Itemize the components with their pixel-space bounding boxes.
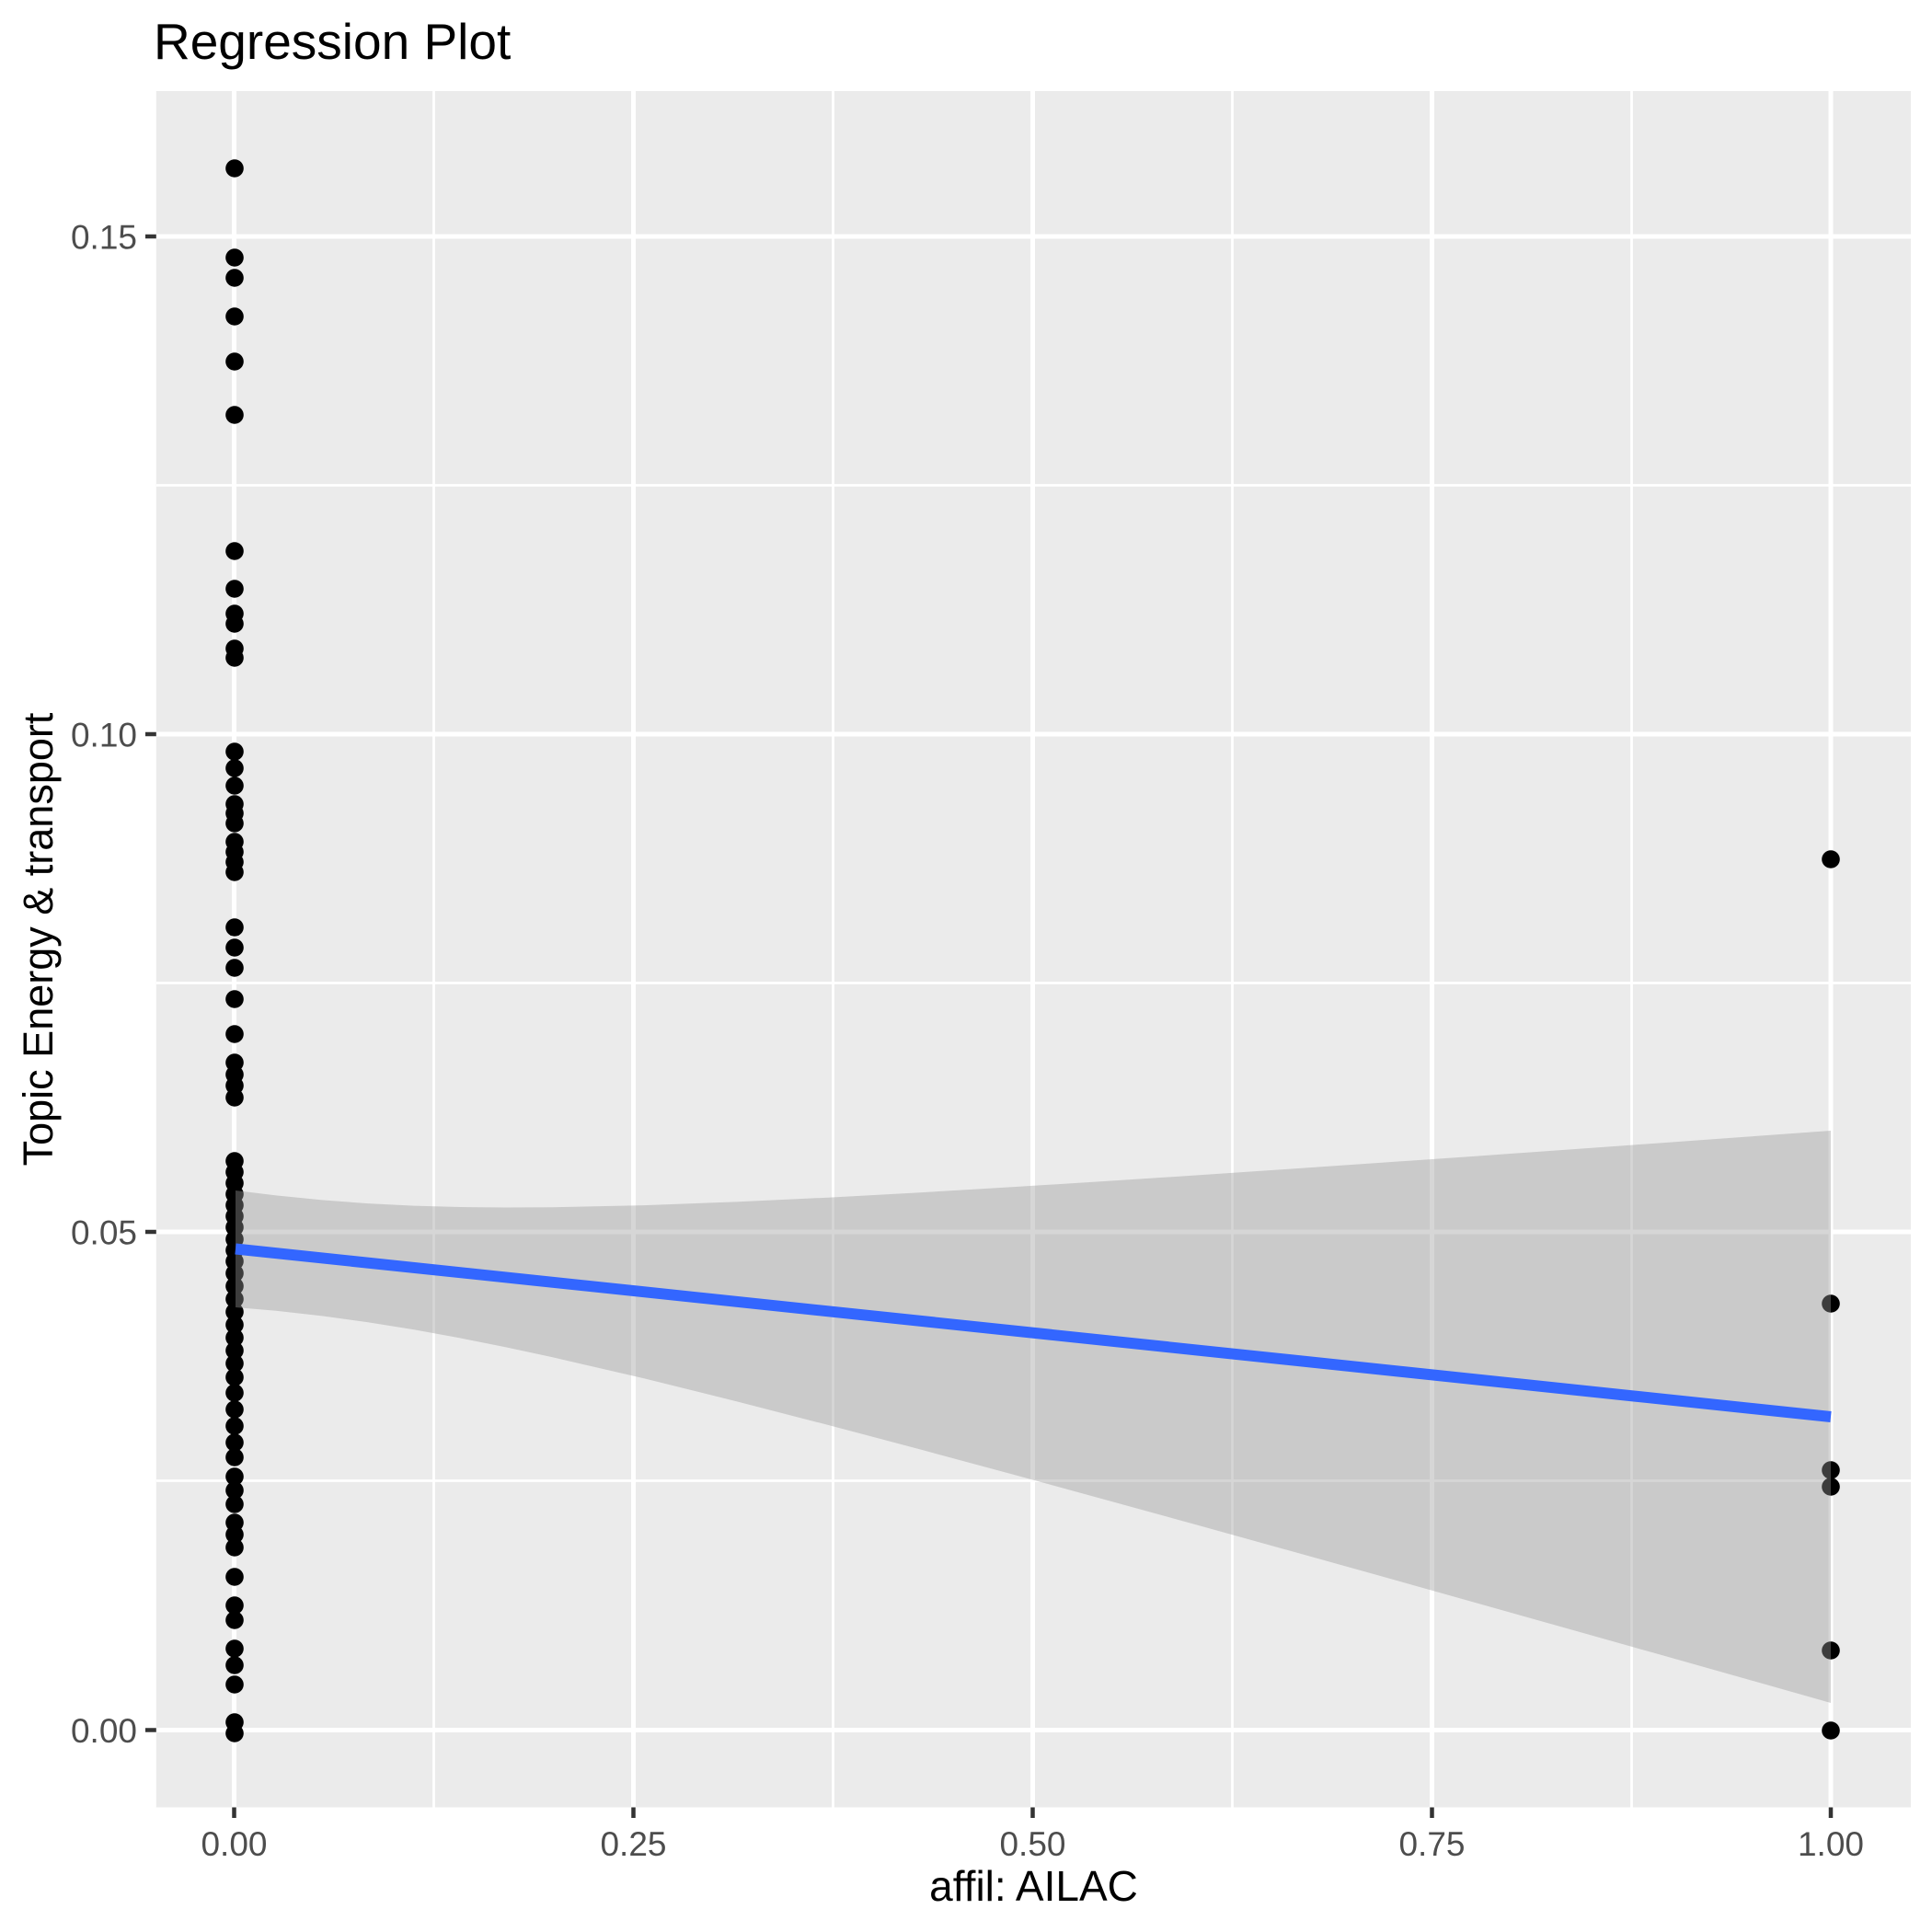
svg-text:0.10: 0.10 [71,717,137,754]
svg-text:Topic Energy & transport: Topic Energy & transport [15,712,62,1166]
svg-text:0.25: 0.25 [600,1825,666,1863]
svg-text:0.75: 0.75 [1398,1825,1465,1863]
svg-text:0.00: 0.00 [201,1825,267,1863]
svg-text:affil: AILAC: affil: AILAC [929,1862,1138,1910]
svg-text:Regression Plot: Regression Plot [154,13,511,70]
svg-text:0.50: 0.50 [999,1825,1065,1863]
svg-text:0.05: 0.05 [71,1214,137,1252]
svg-text:0.15: 0.15 [71,219,137,257]
svg-text:0.00: 0.00 [71,1712,137,1750]
svg-text:1.00: 1.00 [1798,1825,1864,1863]
